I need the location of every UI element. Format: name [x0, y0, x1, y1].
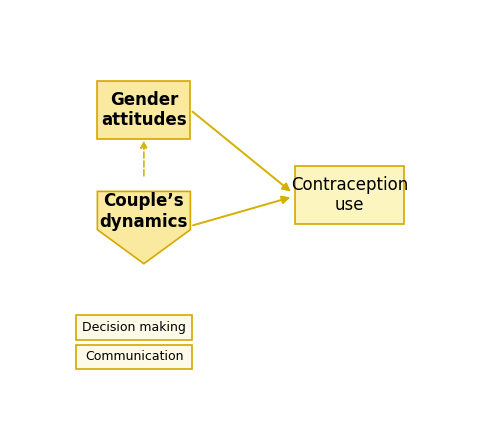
Text: Gender
attitudes: Gender attitudes	[101, 91, 186, 129]
Text: Contraception
use: Contraception use	[290, 176, 408, 214]
FancyBboxPatch shape	[76, 315, 192, 340]
Text: Communication: Communication	[85, 351, 184, 363]
FancyBboxPatch shape	[295, 166, 404, 224]
FancyBboxPatch shape	[98, 81, 190, 139]
Polygon shape	[98, 191, 190, 264]
Text: Decision making: Decision making	[82, 321, 186, 334]
FancyBboxPatch shape	[76, 345, 192, 369]
Text: Couple’s
dynamics: Couple’s dynamics	[100, 192, 188, 231]
